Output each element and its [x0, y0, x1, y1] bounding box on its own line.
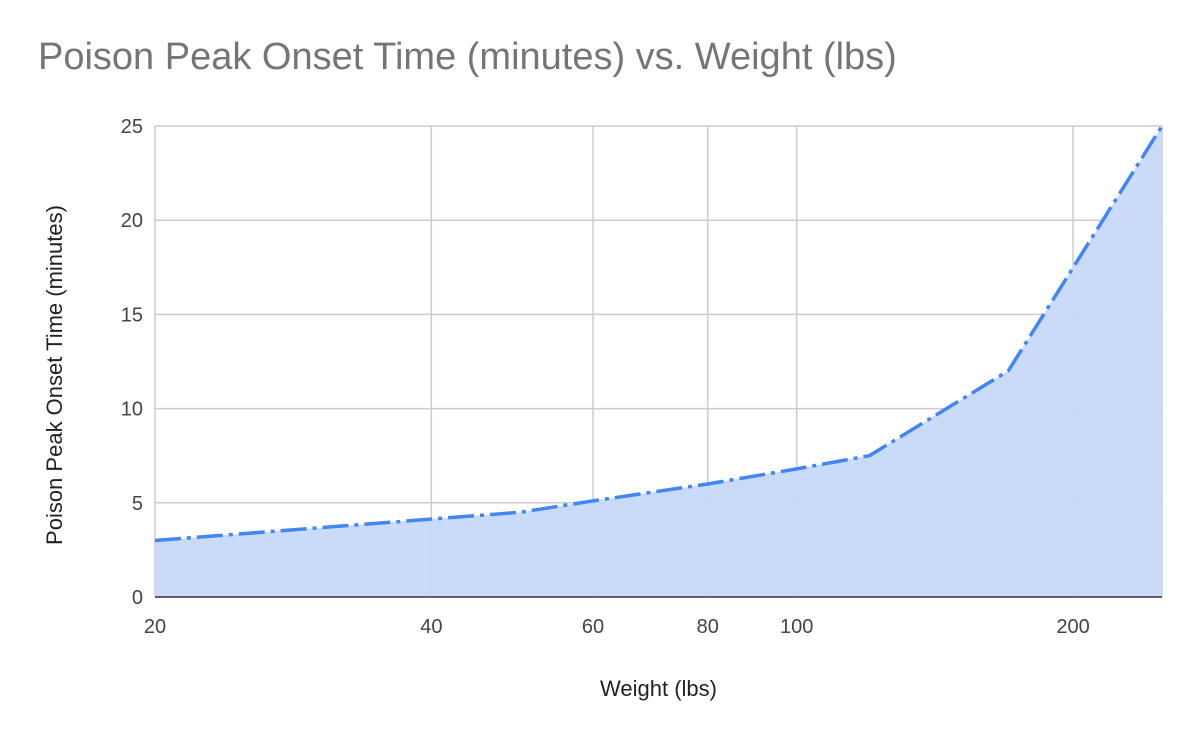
x-tick-label: 100 [780, 616, 813, 638]
x-tick-label: 20 [144, 616, 166, 638]
area-layer [155, 126, 1162, 597]
y-tick-label: 10 [121, 399, 143, 421]
y-tick-label: 25 [121, 116, 143, 138]
y-tick-label: 5 [132, 493, 143, 515]
y-tick-label: 0 [132, 587, 143, 609]
y-axis-title: Poison Peak Onset Time (minutes) [42, 205, 67, 545]
series-area [155, 126, 1162, 597]
line-layer [154, 125, 1164, 543]
x-tick-label: 80 [697, 616, 719, 638]
chart-title: Poison Peak Onset Time (minutes) vs. Wei… [38, 36, 897, 78]
series-line [154, 125, 1164, 543]
tick-labels: 0 5 10 15 20 25 20 40 60 80 100 200 [121, 116, 1090, 638]
x-axis-title: Weight (lbs) [600, 676, 717, 701]
x-tick-label: 60 [582, 616, 604, 638]
x-tick-label: 40 [420, 616, 442, 638]
x-tick-label: 200 [1056, 616, 1089, 638]
y-tick-label: 20 [121, 210, 143, 232]
y-tick-label: 15 [121, 304, 143, 326]
